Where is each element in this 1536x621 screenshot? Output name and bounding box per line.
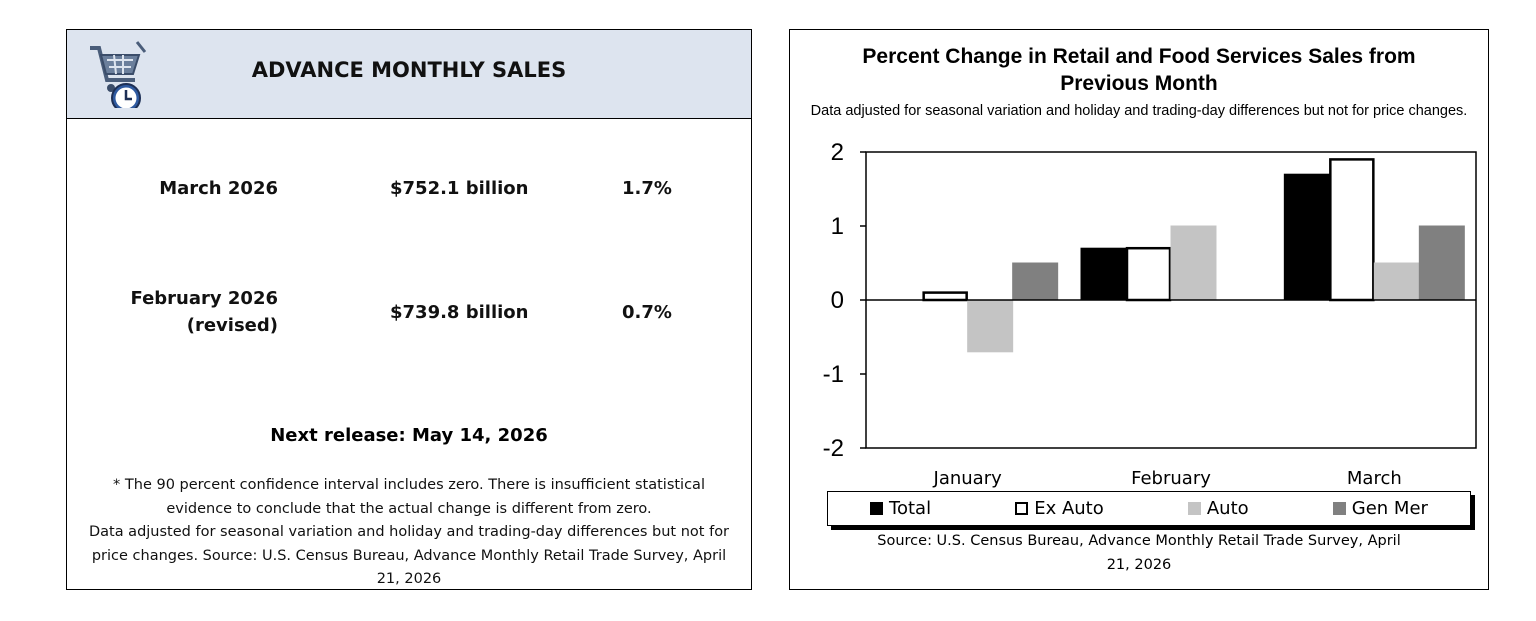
bar-auto-february <box>1170 225 1217 301</box>
chart-subtitle: Data adjusted for seasonal variation and… <box>810 103 1468 119</box>
summary-header: ADVANCE MONTHLY SALES <box>67 30 751 119</box>
sales-row-february: February 2026 (revised) $739.8 billion 0… <box>67 288 753 338</box>
percent-change: 0.7% <box>622 302 672 323</box>
legend-label: Gen Mer <box>1351 498 1428 519</box>
shopping-cart-clock-icon <box>90 41 147 108</box>
chart-plot: 2 1 0 -1 -2 January February March <box>823 139 1477 489</box>
y-tick-label: -1 <box>823 361 844 388</box>
chart-legend: Total Ex Auto Auto Gen Mer <box>827 491 1471 526</box>
y-tick-label: 2 <box>831 139 844 166</box>
legend-swatch-gen-mer <box>1332 502 1346 515</box>
period-label: March 2026 <box>159 178 278 199</box>
x-tick-label-january: January <box>933 468 1003 489</box>
bar-ex-auto-february <box>1125 246 1172 302</box>
legend-item-auto: Auto <box>1187 498 1249 519</box>
period-note: (revised) <box>186 315 278 336</box>
legend-label: Auto <box>1206 498 1249 519</box>
source-note: Data adjusted for seasonal variation and… <box>88 524 730 587</box>
sales-value: $752.1 billion <box>390 178 529 199</box>
chart-title: Percent Change in Retail and Food Servic… <box>862 45 1416 95</box>
percent-change: 1.7% <box>622 178 672 199</box>
bar-gen-mer-january <box>1012 262 1059 301</box>
bar-ex-auto-january <box>922 291 968 302</box>
footnotes: * The 90 percent confidence interval inc… <box>81 474 737 592</box>
x-tick-label-march: March <box>1347 468 1402 489</box>
confidence-note: * The 90 percent confidence interval inc… <box>113 477 705 517</box>
legend-label: Ex Auto <box>1034 498 1104 519</box>
advance-monthly-sales-panel: ADVANCE MONTHLY SALES March 2026 $752.1 … <box>66 29 752 590</box>
summary-title: ADVANCE MONTHLY SALES <box>251 58 567 82</box>
x-tick-label-february: February <box>1131 468 1211 489</box>
percent-change-chart: Percent Change in Retail and Food Servic… <box>789 29 1489 590</box>
y-tick-label: -2 <box>823 435 844 462</box>
bar-auto-january <box>967 299 1014 353</box>
sales-value: $739.8 billion <box>390 302 529 323</box>
legend-label: Total <box>889 498 932 519</box>
sales-row-march: March 2026 $752.1 billion 1.7% <box>67 178 753 202</box>
bar-total-february <box>1080 247 1127 301</box>
next-release: Next release: May 14, 2026 <box>270 425 548 446</box>
legend-item-ex-auto: Ex Auto <box>1015 498 1104 519</box>
bar-auto-march <box>1373 262 1420 301</box>
bar-ex-auto-march <box>1329 158 1375 302</box>
y-tick-label: 0 <box>831 287 844 314</box>
legend-item-gen-mer: Gen Mer <box>1332 498 1428 519</box>
bar-total-march <box>1283 173 1330 301</box>
legend-swatch-auto <box>1187 502 1201 515</box>
period-label: February 2026 <box>130 288 278 309</box>
bar-gen-mer-march <box>1418 225 1465 301</box>
chart-source: Source: U.S. Census Bureau, Advance Mont… <box>877 533 1401 573</box>
legend-swatch-ex-auto <box>1015 502 1029 515</box>
legend-swatch-total <box>870 502 884 515</box>
legend-item-total: Total <box>870 498 931 519</box>
y-tick-label: 1 <box>831 213 844 240</box>
